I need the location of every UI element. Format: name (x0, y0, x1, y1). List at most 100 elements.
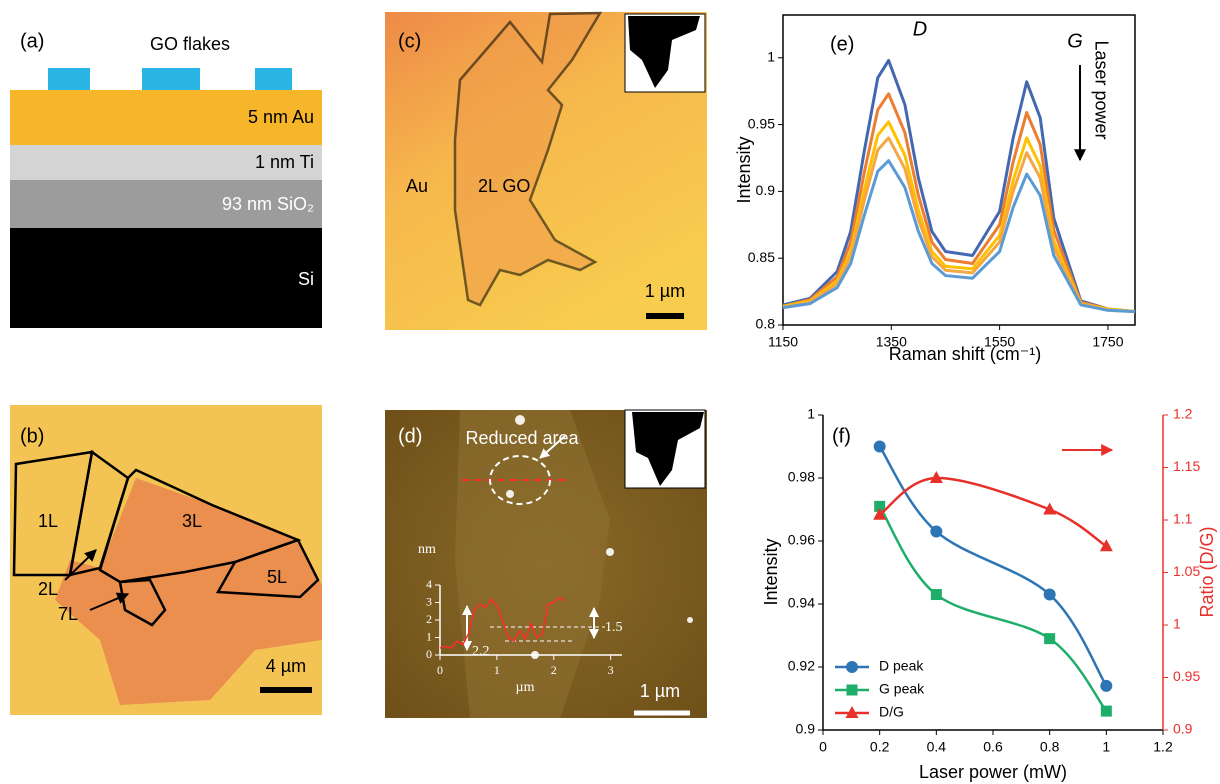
region-label: 1L (38, 511, 58, 531)
x-tick-label: 1 (494, 663, 500, 677)
legend-label: G peak (879, 681, 925, 697)
x-tick-label: 3 (608, 663, 614, 677)
y-label: Intensity (761, 538, 781, 605)
x-tick-label: 2 (551, 663, 557, 677)
y2-label: Ratio (D/G) (1197, 526, 1217, 617)
panel-label: (c) (398, 30, 421, 52)
y2-tick-label: 0.9 (1173, 721, 1193, 737)
marker (1100, 679, 1113, 692)
legend-marker (846, 661, 858, 673)
series-line (878, 445, 1108, 687)
y2-tick-label: 1.1 (1173, 511, 1193, 527)
x-tick-label: 1550 (984, 334, 1015, 350)
x-tick-label: 0.4 (927, 739, 947, 755)
region-label: 2L (38, 579, 58, 599)
x-tick-label: 1750 (1092, 334, 1123, 350)
y-tick-label: 0.9 (756, 182, 776, 198)
y-label: Intensity (734, 136, 754, 203)
layer-label: 5 nm Au (248, 107, 314, 127)
x-tick-label: 1.2 (1153, 739, 1173, 755)
layer-label: 1 nm Ti (255, 152, 314, 172)
panel-label: (d) (398, 425, 422, 447)
y-tick-label: 0.96 (788, 532, 815, 548)
series-line (782, 159, 1136, 314)
y-tick-label: 0.92 (788, 658, 815, 674)
annotation: 1.5 (605, 620, 623, 635)
marker (1043, 588, 1056, 601)
x-tick-label: 0 (819, 739, 827, 755)
y-tick-label: 0.8 (756, 316, 776, 332)
arrow (89, 592, 130, 611)
layer-label: Si (298, 269, 314, 289)
y-tick-label: 0 (426, 647, 432, 661)
region-label: 7L (58, 604, 78, 624)
panel-label: (f) (832, 425, 851, 447)
layer (10, 180, 322, 228)
y-tick-label: 2 (426, 612, 432, 626)
annotation: Reduced area (465, 428, 579, 448)
panel-label: (a) (20, 30, 44, 52)
x-tick-label: 0 (437, 663, 443, 677)
panel-label: (b) (20, 425, 44, 447)
series-line (782, 92, 1136, 314)
y-label: nm (418, 542, 436, 557)
marker (930, 525, 943, 538)
panel-a: (a) GO flakes 5 nm Au 1 nm Ti 93 nm SiO₂… (10, 30, 322, 328)
legend-label: D/G (879, 704, 904, 720)
marker (873, 440, 886, 453)
y-tick-label: 4 (426, 577, 432, 591)
inset-shape (632, 412, 704, 486)
x-tick-label: 1150 (768, 334, 798, 350)
y-tick-label: 0.94 (788, 595, 815, 611)
layer-label: 93 nm SiO₂ (222, 194, 314, 214)
marker (873, 507, 887, 520)
y2-tick-label: 0.95 (1173, 668, 1200, 684)
marker (874, 500, 886, 512)
y-tick-label: 1 (426, 629, 432, 643)
x-tick-label: 0.6 (983, 739, 1003, 755)
y2-tick-label: 1.2 (1173, 406, 1193, 422)
marker (1044, 633, 1056, 645)
y-tick-label: 0.85 (748, 249, 775, 265)
x-tick-label: 1 (1102, 739, 1110, 755)
x-tick-label: 0.8 (1040, 739, 1060, 755)
inset-shape (628, 16, 700, 88)
y-tick-label: 1 (807, 406, 815, 422)
arrow (539, 435, 566, 459)
scale-label: 4 µm (266, 656, 306, 676)
reduced-area (489, 455, 551, 505)
annotation: D (913, 18, 927, 40)
y-tick-label: 1 (767, 48, 775, 64)
flake (255, 68, 292, 90)
y-tick-label: 3 (426, 594, 432, 608)
plot-frame (782, 14, 1136, 326)
series-line (782, 136, 1136, 314)
panel-label: (e) (830, 33, 854, 55)
outline (453, 11, 603, 307)
scale-label: 1 µm (645, 281, 685, 301)
arrow (64, 549, 97, 581)
scale-label: 1 µm (640, 681, 680, 701)
panel-c: (c) Au 2L GO 1 µm (385, 11, 707, 330)
y2-tick-label: 1 (1173, 616, 1181, 632)
legend-marker (845, 706, 859, 718)
region-label: 5L (267, 567, 287, 587)
title: GO flakes (150, 34, 230, 54)
layer (10, 90, 322, 145)
annotation: Laser power (1091, 40, 1111, 139)
layer (10, 228, 322, 328)
annotation: G (1067, 30, 1083, 52)
layer (10, 145, 322, 180)
y-tick-label: 0.98 (788, 469, 815, 485)
panel-d: (d) Reduced area 1 µm nm µm 2.2 1.5 (385, 409, 707, 718)
flake (48, 68, 90, 90)
marker (1100, 705, 1112, 717)
region-label: 3L (182, 511, 202, 531)
marker (1043, 502, 1057, 515)
annotation: 2.2 (472, 644, 490, 659)
region (55, 478, 322, 705)
legend-label: D peak (879, 658, 924, 674)
x-tick-label: 1350 (876, 334, 907, 350)
marker (929, 471, 943, 483)
